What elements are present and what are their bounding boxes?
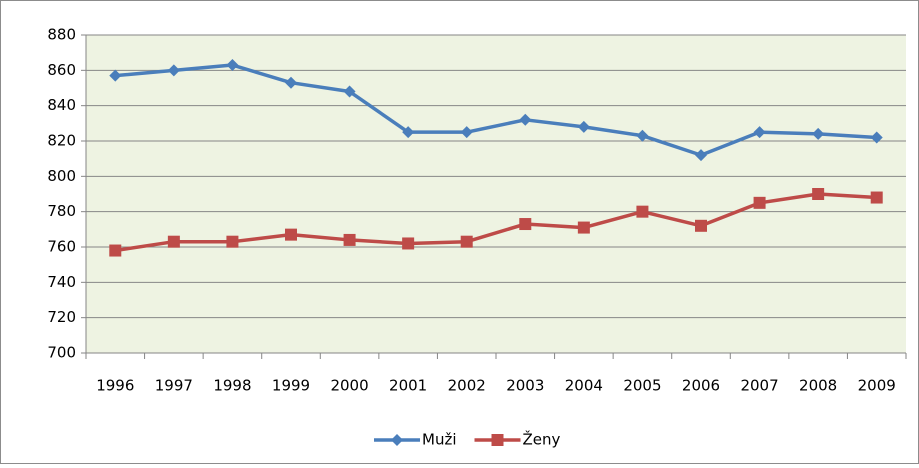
x-tick-label: 2008 [799,377,837,395]
data-point [577,221,590,234]
data-point [636,205,649,218]
data-point [870,191,883,204]
plot-area [86,35,906,353]
data-point [753,126,766,139]
data-point [167,235,180,248]
x-tick-label: 2004 [565,377,603,395]
series-line [115,63,877,157]
data-point [753,196,766,209]
y-tick-label: 840 [47,96,76,114]
data-point [870,131,883,144]
data-point [812,127,825,140]
y-tick-label: 880 [47,26,76,44]
series-line [115,192,877,253]
x-tick-label: 2007 [740,377,778,395]
data-point [109,69,122,82]
x-tick-label: 1997 [155,377,193,395]
data-point [226,235,239,248]
data-point [577,120,590,133]
y-tick-label: 820 [47,132,76,150]
y-tick-label: 800 [47,167,76,185]
data-point [285,228,297,241]
data-point [167,64,180,77]
legend-marker [391,434,403,446]
x-tick-label: 2009 [858,377,896,395]
data-point [519,113,532,126]
legend-label: Ženy [523,430,561,449]
data-point [402,126,415,139]
data-point [460,126,473,139]
y-tick-label: 860 [47,61,76,79]
data-point [460,235,473,248]
x-tick-label: 1998 [213,377,251,395]
data-point [402,237,415,250]
x-tick-label: 2003 [506,377,544,395]
y-tick-label: 740 [47,273,76,291]
x-tick-label: 2000 [330,377,368,395]
data-point [519,218,532,231]
y-tick-label: 760 [47,238,76,256]
x-tick-label: 1999 [272,377,310,395]
x-tick-label: 1996 [96,377,134,395]
data-point [109,244,122,257]
data-point [226,59,239,72]
data-point [695,149,707,162]
legend-label: Muži [422,431,457,449]
data-point [343,233,356,246]
data-point [812,188,825,200]
y-tick-label: 700 [47,344,76,362]
x-tick-label: 2006 [682,377,720,395]
y-tick-label: 720 [47,308,76,326]
data-point [343,85,356,98]
x-tick-label: 2005 [623,377,661,395]
x-tick-label: 2002 [448,377,486,395]
y-tick-label: 780 [47,202,76,220]
x-tick-label: 2001 [389,377,427,395]
data-point [695,219,707,232]
data-point [285,76,297,89]
legend-marker [491,434,504,446]
data-point [636,129,649,142]
